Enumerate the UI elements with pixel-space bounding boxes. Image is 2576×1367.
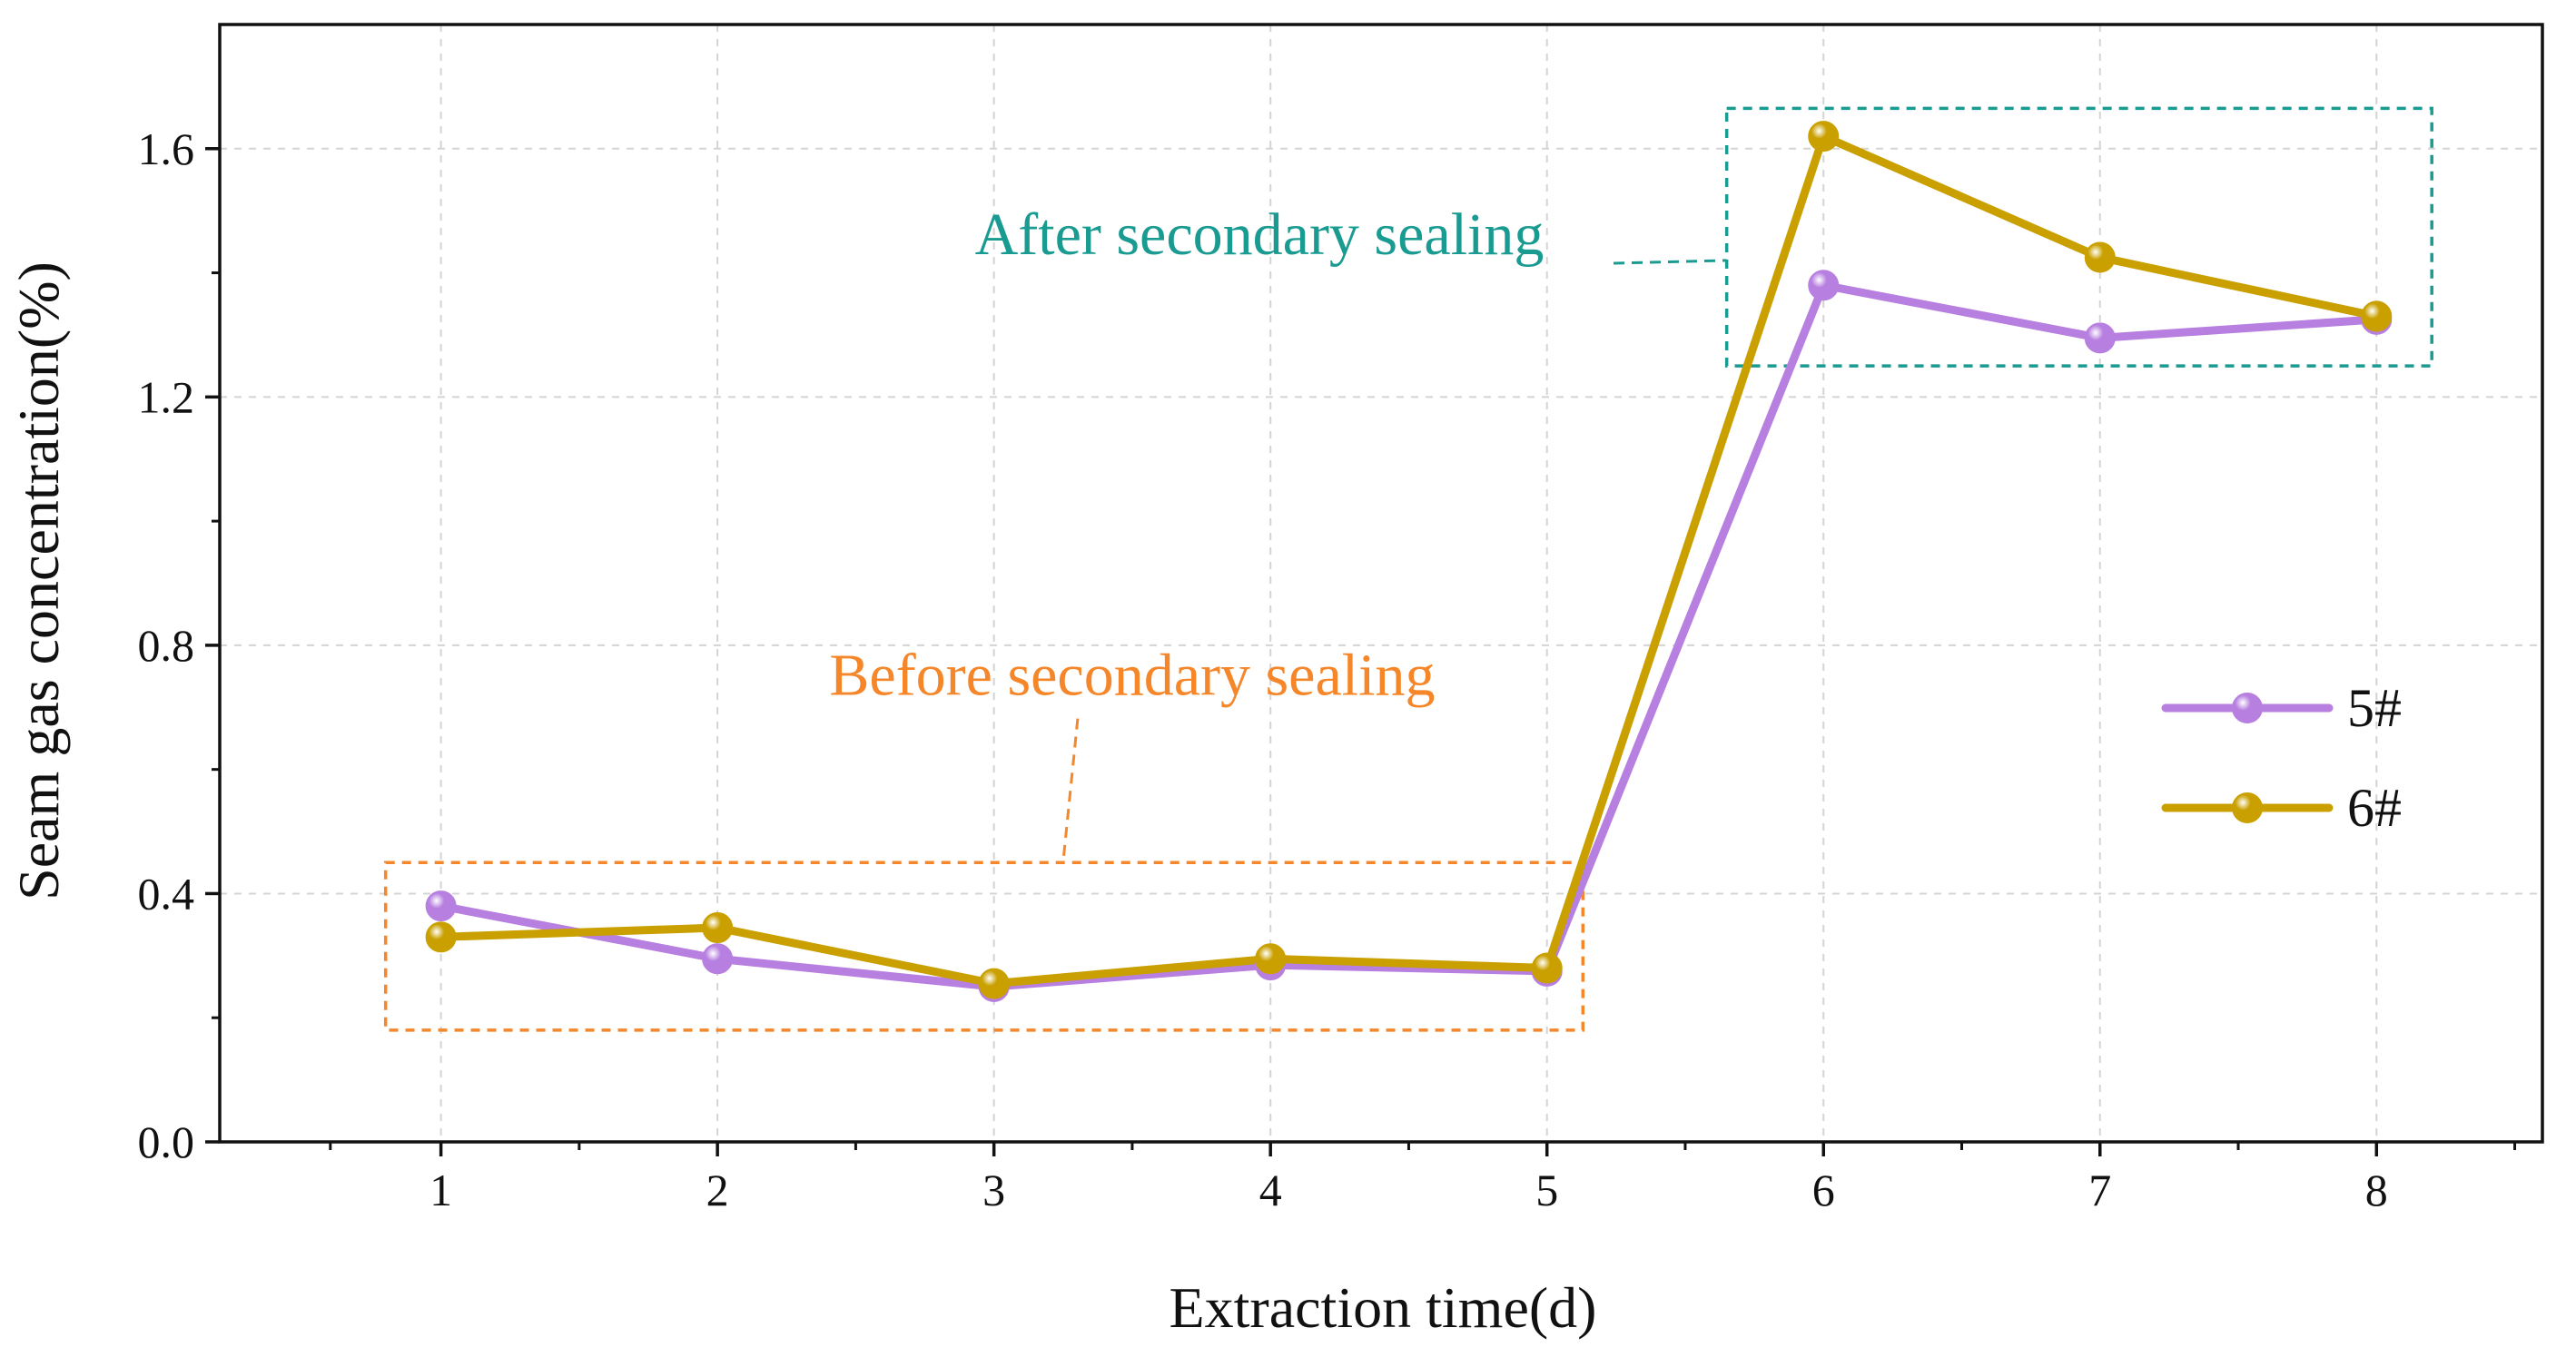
data-point xyxy=(702,912,734,944)
series-layer xyxy=(425,121,2393,1003)
y-tick-label: 0.0 xyxy=(138,1116,195,1167)
grid-layer xyxy=(220,25,2542,1142)
after-sealing-leader-line xyxy=(1613,259,1727,265)
y-tick-label: 1.2 xyxy=(138,371,195,422)
series-line-6# xyxy=(437,132,2381,988)
x-axis-title: Extraction time(d) xyxy=(1170,1275,1597,1340)
data-point xyxy=(2084,241,2116,273)
legend-marker xyxy=(2232,792,2263,823)
x-tick-label: 6 xyxy=(1812,1165,1835,1215)
before-sealing-box xyxy=(383,861,1585,1032)
data-point xyxy=(2084,322,2116,354)
data-point xyxy=(425,921,457,953)
data-point xyxy=(2361,300,2393,332)
data-point xyxy=(1808,270,1840,301)
axes-layer xyxy=(218,23,2544,1144)
x-tick-label: 4 xyxy=(1259,1165,1282,1215)
legend-label: 5# xyxy=(2347,678,2402,738)
y-tick-label: 0.4 xyxy=(138,868,195,919)
annotation-text-layer: Before secondary sealing After secondary … xyxy=(829,202,1544,709)
x-tick-label: 8 xyxy=(2365,1165,2388,1215)
before-sealing-label: Before secondary sealing xyxy=(829,643,1435,709)
x-tick-label: 1 xyxy=(429,1165,452,1215)
before-sealing-leader-line xyxy=(1061,718,1080,863)
data-point xyxy=(425,890,457,922)
series-line-5# xyxy=(437,280,2381,991)
x-tick-label: 3 xyxy=(982,1165,1005,1215)
data-point xyxy=(1531,952,1563,984)
x-tick-label: 2 xyxy=(706,1165,729,1215)
data-point xyxy=(702,943,734,975)
after-sealing-label: After secondary sealing xyxy=(975,202,1545,268)
after-sealing-box xyxy=(1724,106,2433,368)
data-point xyxy=(978,968,1010,999)
plot-frame xyxy=(218,23,2544,1144)
data-point xyxy=(1255,943,1287,975)
x-tick-label: 5 xyxy=(1535,1165,1558,1215)
tick-layer: 1 2 3 4 5 6 7 8 0.0 0.4 0.8 1.2 1.6 xyxy=(138,123,2517,1215)
y-tick-label: 1.6 xyxy=(138,123,195,174)
data-point xyxy=(1808,121,1840,152)
x-tick-label: 7 xyxy=(2088,1165,2111,1215)
annotation-box-layer xyxy=(383,106,2433,1032)
y-axis-title: Seam gas concentration(%) xyxy=(6,261,71,900)
legend: 5# 6# xyxy=(2161,678,2402,838)
y-tick-label: 0.8 xyxy=(138,620,195,671)
legend-label: 6# xyxy=(2347,778,2402,838)
legend-marker xyxy=(2232,693,2263,723)
